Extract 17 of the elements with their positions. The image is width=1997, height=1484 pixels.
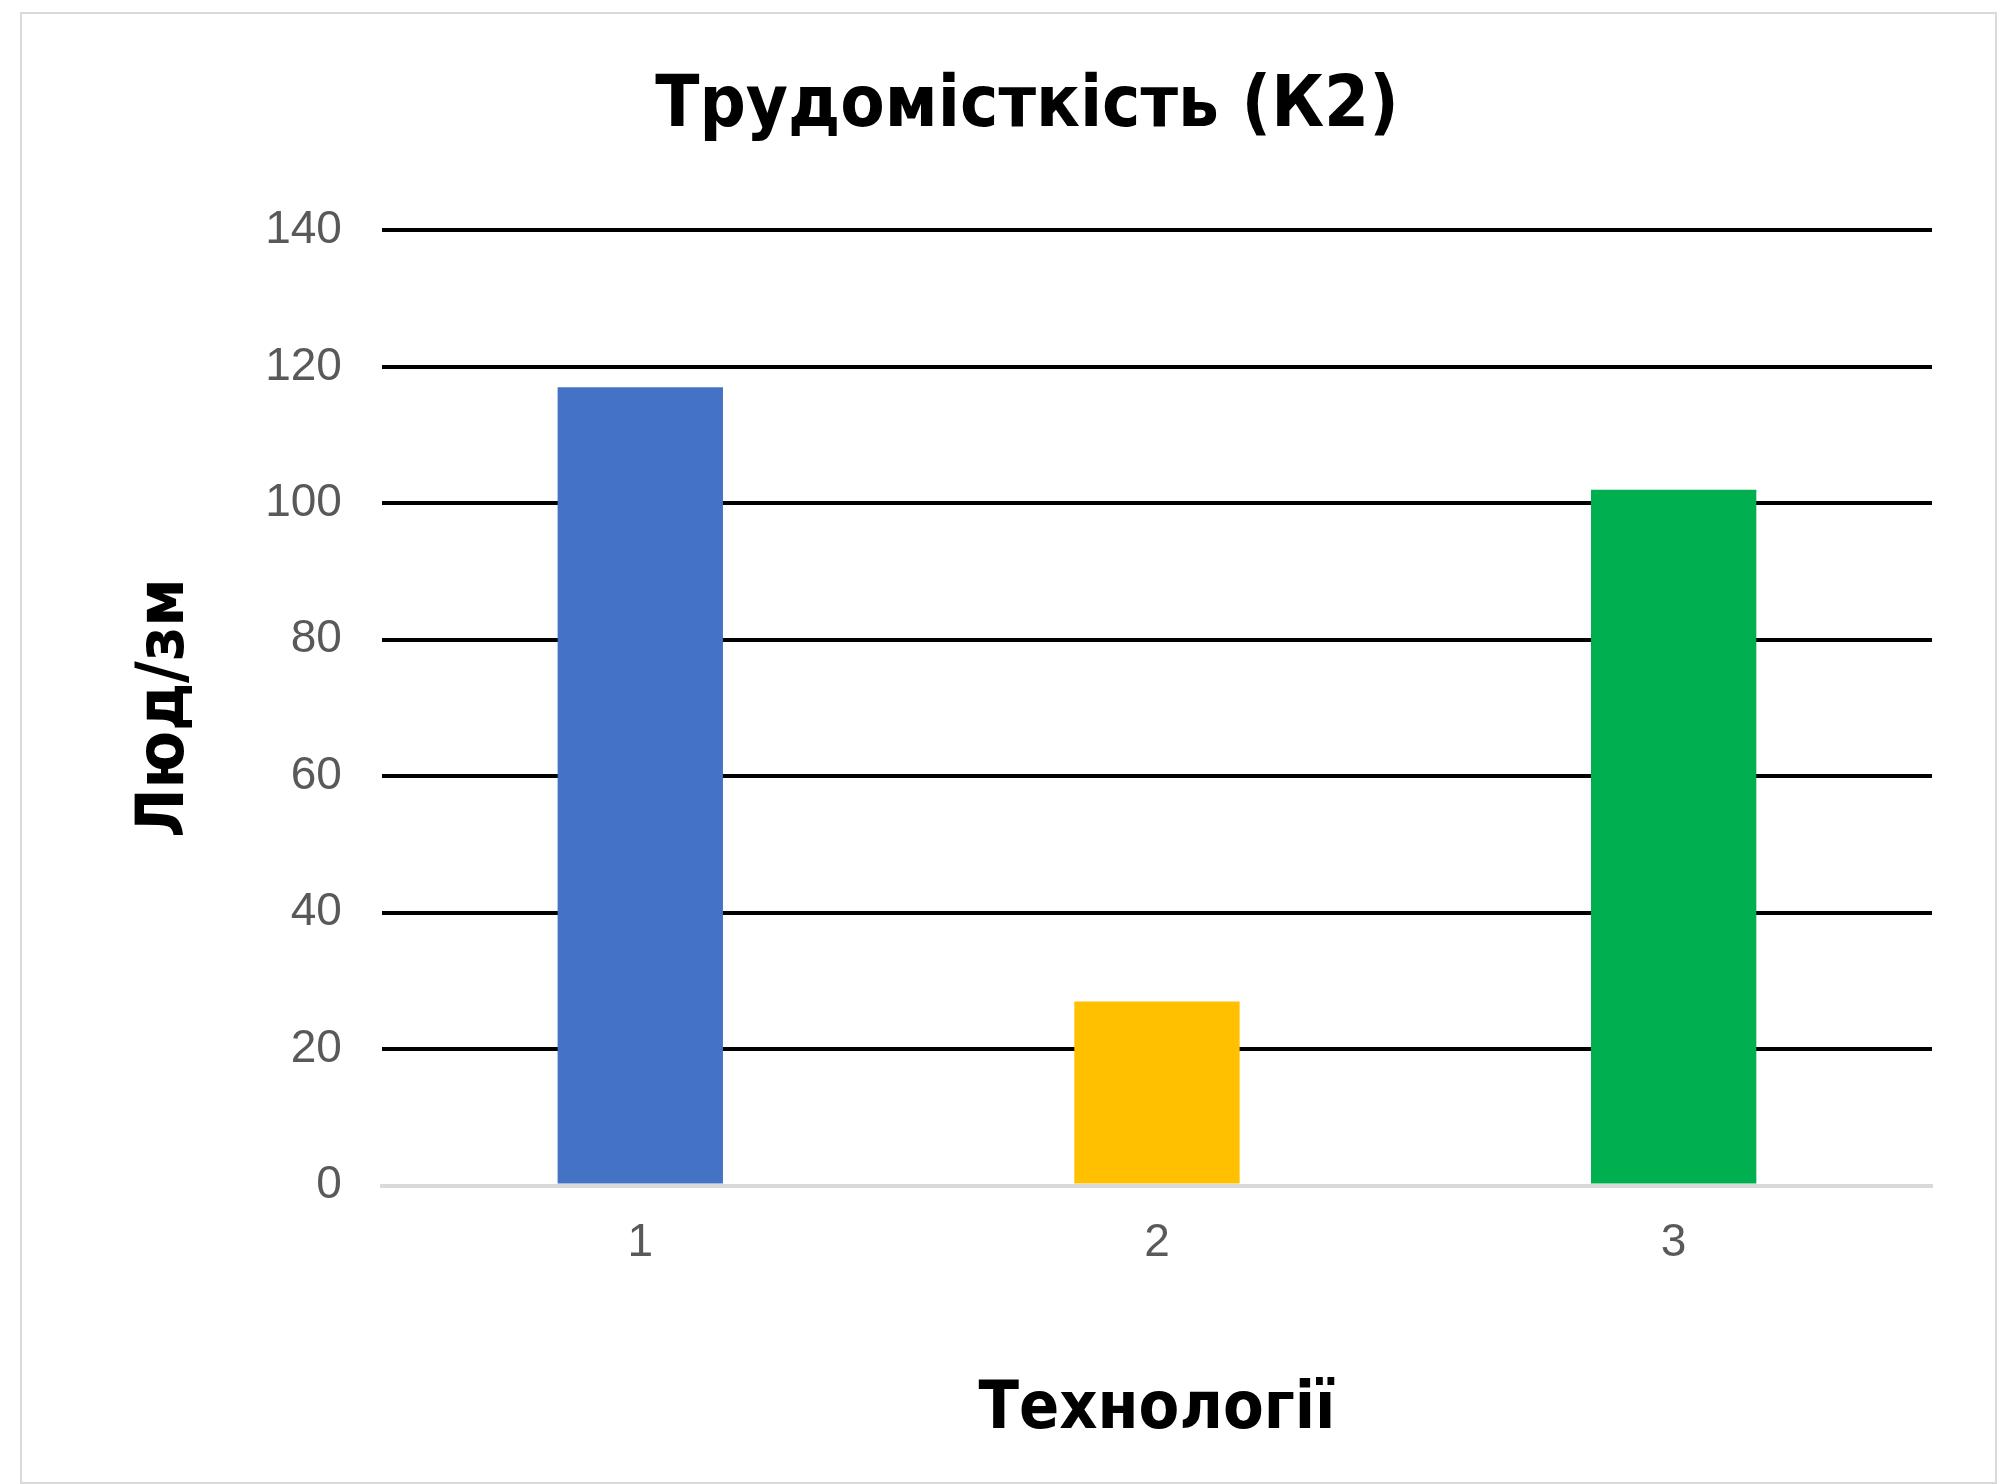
y-tick-label: 40: [290, 883, 342, 936]
y-tick-label: 20: [290, 1019, 342, 1072]
y-tick-label: 120: [265, 337, 342, 390]
bar: [557, 387, 723, 1184]
chart-title: Трудомісткість (К2): [655, 58, 1399, 143]
x-axis-title: Технології: [978, 1366, 1336, 1444]
y-tick-label: 0: [316, 1156, 342, 1209]
y-tick-label: 140: [265, 201, 342, 254]
y-tick-label: 100: [265, 474, 342, 526]
bar: [1590, 489, 1757, 1184]
y-tick-label: 60: [290, 746, 342, 799]
x-tick-label: 1: [627, 1213, 654, 1266]
y-axis-title: Люд/зм: [121, 578, 199, 838]
bar: [1074, 1001, 1240, 1184]
x-tick-label: 3: [1660, 1213, 1687, 1266]
y-tick-label: 80: [290, 610, 342, 663]
x-tick-label: 2: [1144, 1213, 1170, 1266]
